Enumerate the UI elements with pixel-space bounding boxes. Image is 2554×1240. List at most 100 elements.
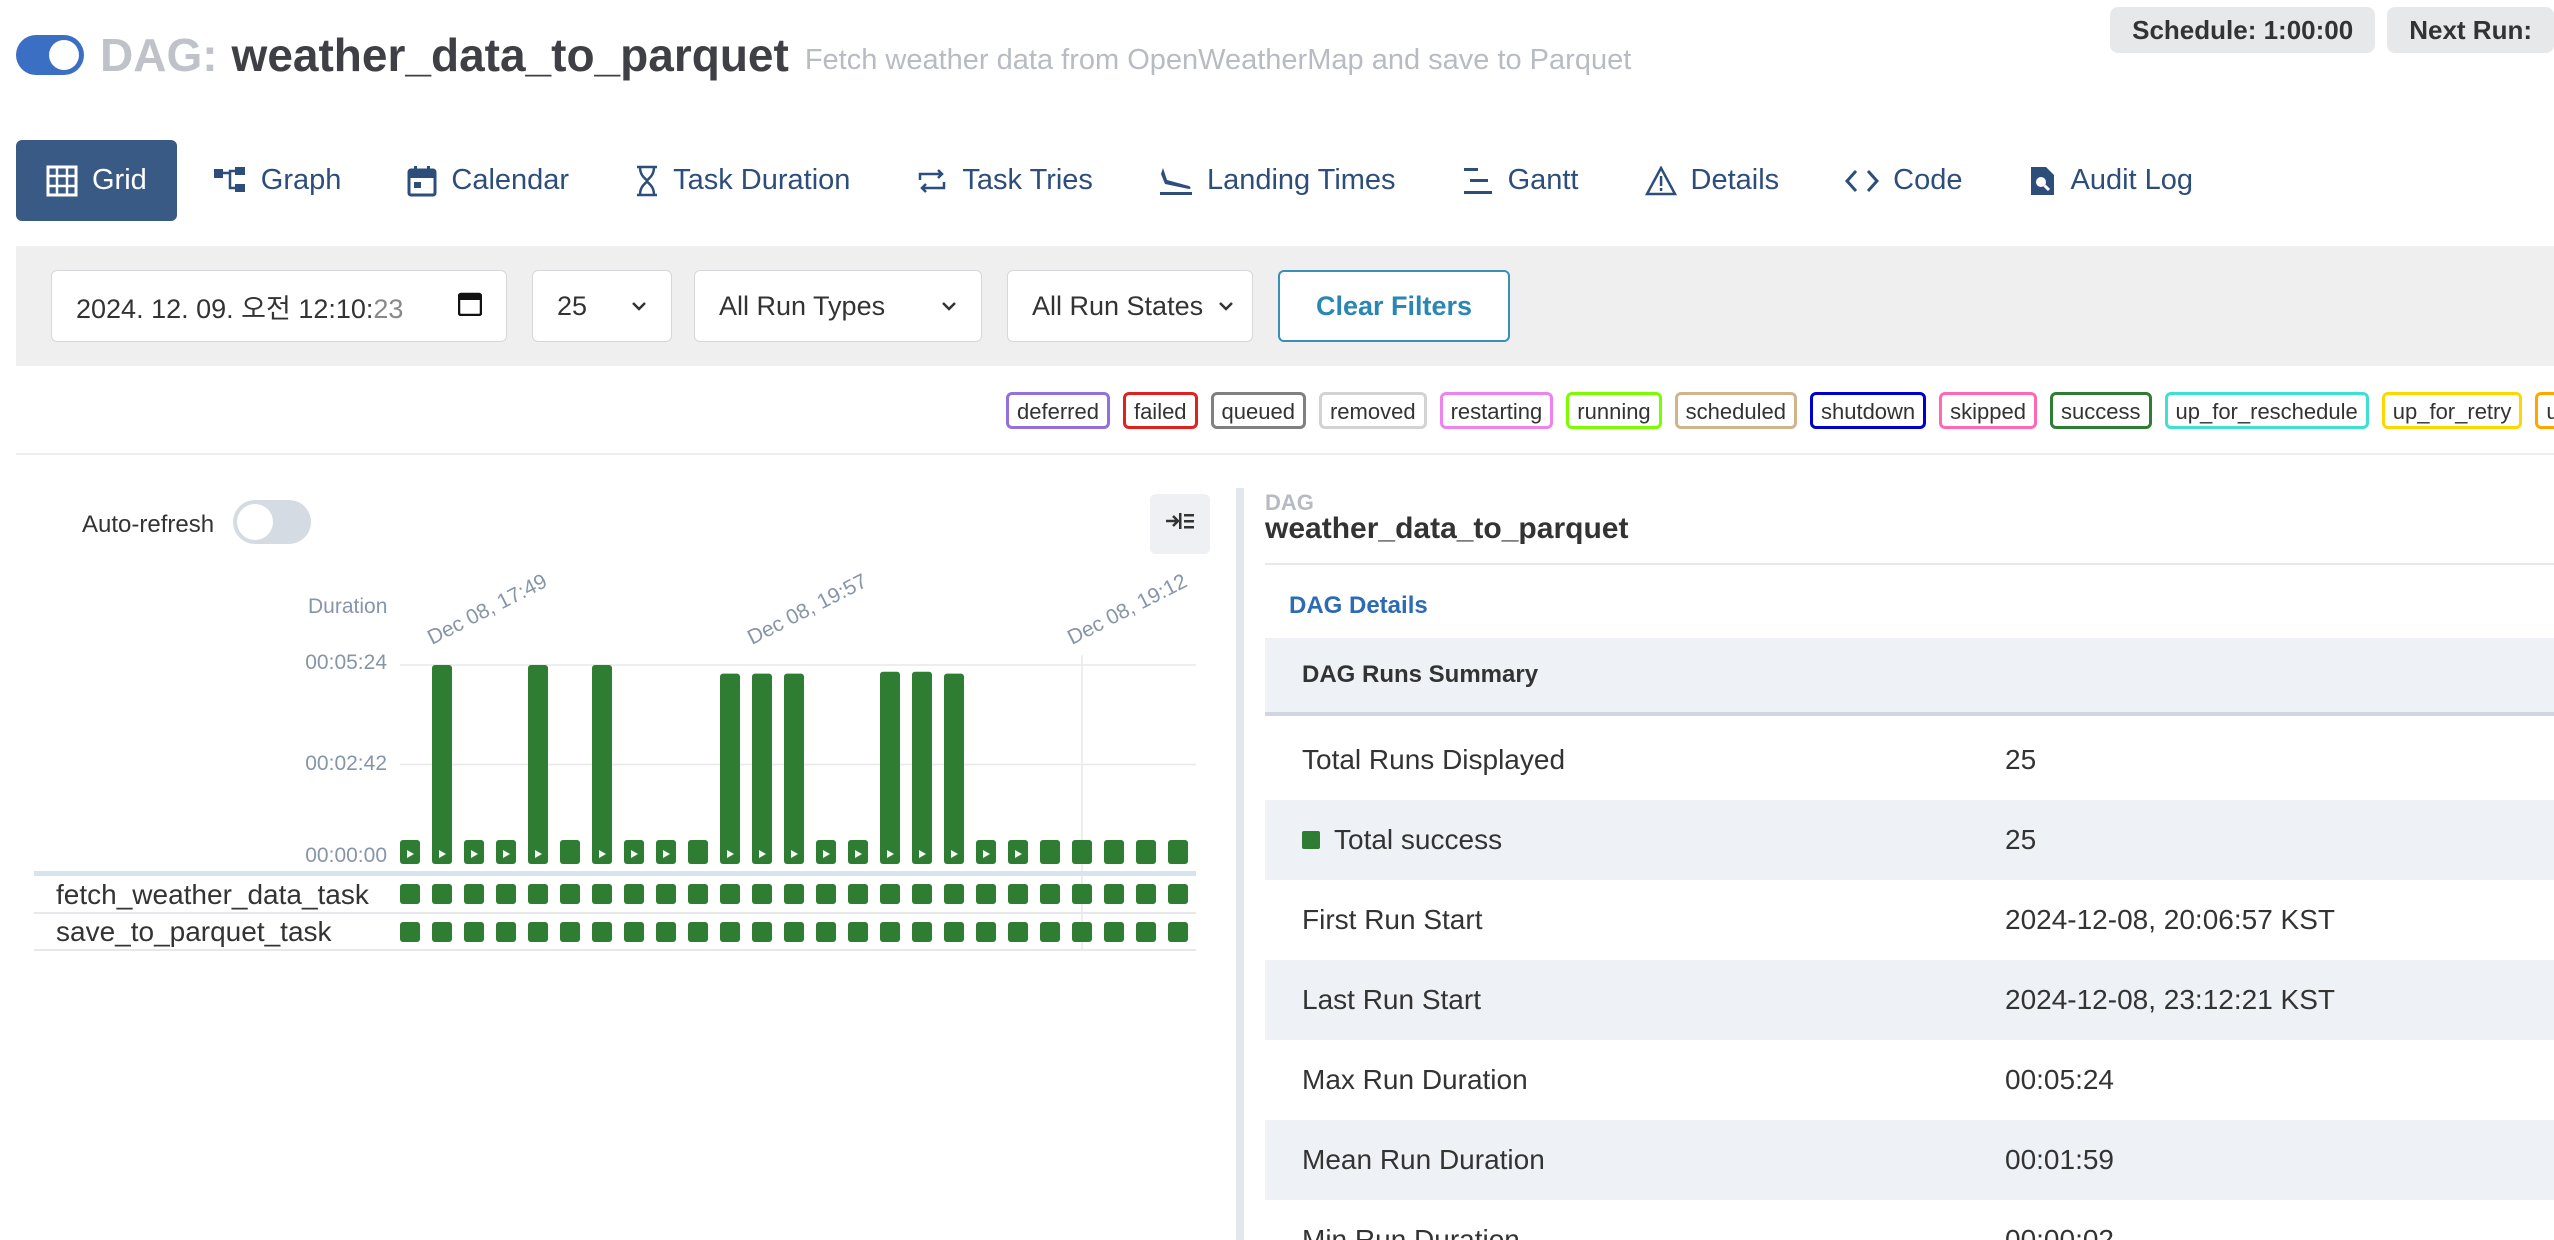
run-duration-bar[interactable] xyxy=(784,673,804,864)
task-instance-square[interactable] xyxy=(976,922,996,942)
tab-task-tries[interactable]: Task Tries xyxy=(886,140,1123,221)
task-instance-square[interactable] xyxy=(1072,922,1092,942)
legend-up-for-reschedule[interactable]: up_for_reschedule xyxy=(2164,392,2369,429)
task-instance-square[interactable] xyxy=(624,922,644,942)
legend-shutdown[interactable]: shutdown xyxy=(1809,392,1927,429)
legend-restarting[interactable]: restarting xyxy=(1439,392,1554,429)
auto-refresh-toggle[interactable] xyxy=(233,500,311,544)
task-instance-square[interactable] xyxy=(656,922,676,942)
task-instance-square[interactable] xyxy=(1040,884,1060,904)
run-duration-bar[interactable] xyxy=(688,840,708,864)
task-instance-square[interactable] xyxy=(1136,922,1156,942)
task-instance-square[interactable] xyxy=(784,884,804,904)
run-duration-bar[interactable] xyxy=(752,673,772,864)
task-instance-square[interactable] xyxy=(1168,922,1188,942)
tab-details[interactable]: Details xyxy=(1615,140,1810,221)
legend-queued[interactable]: queued xyxy=(1210,392,1306,429)
task-instance-square[interactable] xyxy=(752,884,772,904)
tab-landing-times[interactable]: Landing Times xyxy=(1129,140,1426,221)
legend-ups[interactable]: ups xyxy=(2535,392,2554,429)
task-instance-square[interactable] xyxy=(1104,884,1124,904)
tab-task-duration[interactable]: Task Duration xyxy=(605,140,880,221)
task-instance-square[interactable] xyxy=(912,884,932,904)
task-instance-square[interactable] xyxy=(720,922,740,942)
task-instance-square[interactable] xyxy=(528,884,548,904)
task-instance-square[interactable] xyxy=(1168,884,1188,904)
task-instance-square[interactable] xyxy=(1008,884,1028,904)
task-name-save[interactable]: save_to_parquet_task xyxy=(56,916,333,947)
legend-scheduled[interactable]: scheduled xyxy=(1674,392,1797,429)
task-instance-square[interactable] xyxy=(688,922,708,942)
task-instance-square[interactable] xyxy=(880,922,900,942)
run-duration-bar[interactable] xyxy=(1040,840,1060,864)
task-name-fetch[interactable]: fetch_weather_data_task xyxy=(56,879,370,910)
run-duration-bar[interactable] xyxy=(592,665,612,864)
task-instance-square[interactable] xyxy=(1040,922,1060,942)
task-instance-square[interactable] xyxy=(848,922,868,942)
dag-details-link[interactable]: DAG Details xyxy=(1289,592,1428,619)
task-instance-square[interactable] xyxy=(464,922,484,942)
run-duration-bar[interactable] xyxy=(1072,840,1092,864)
legend-skipped[interactable]: skipped xyxy=(1939,392,2038,429)
legend-failed[interactable]: failed xyxy=(1122,392,1198,429)
task-instance-square[interactable] xyxy=(528,922,548,942)
run-duration-bar[interactable] xyxy=(1136,840,1156,864)
run-duration-bar[interactable] xyxy=(944,673,964,864)
legend-removed[interactable]: removed xyxy=(1318,392,1427,429)
task-instance-square[interactable] xyxy=(496,884,516,904)
tab-grid[interactable]: Grid xyxy=(16,140,177,221)
collapse-details-button[interactable] xyxy=(1150,494,1210,554)
clear-filters-button[interactable]: Clear Filters xyxy=(1278,270,1510,342)
task-instance-square[interactable] xyxy=(432,922,452,942)
task-instance-square[interactable] xyxy=(464,884,484,904)
task-instance-square[interactable] xyxy=(1104,922,1124,942)
task-instance-square[interactable] xyxy=(560,922,580,942)
task-instance-square[interactable] xyxy=(592,922,612,942)
task-instance-square[interactable] xyxy=(656,884,676,904)
task-instance-square[interactable] xyxy=(944,922,964,942)
base-date-input[interactable]: 2024. 12. 09. 오전 12:10:23 xyxy=(51,270,507,342)
run-duration-bar[interactable] xyxy=(720,673,740,864)
legend-deferred[interactable]: deferred xyxy=(1006,392,1110,429)
run-duration-bar[interactable] xyxy=(1168,840,1188,864)
task-instance-square[interactable] xyxy=(816,922,836,942)
run-duration-bar[interactable] xyxy=(912,671,932,864)
task-instance-square[interactable] xyxy=(624,884,644,904)
task-instance-square[interactable] xyxy=(976,884,996,904)
task-instance-square[interactable] xyxy=(912,922,932,942)
task-instance-square[interactable] xyxy=(400,884,420,904)
task-instance-square[interactable] xyxy=(1008,922,1028,942)
tab-audit-log[interactable]: Audit Log xyxy=(1998,140,2223,221)
run-states-select[interactable]: All Run States xyxy=(1007,270,1253,342)
task-instance-square[interactable] xyxy=(752,922,772,942)
task-instance-square[interactable] xyxy=(880,884,900,904)
dag-pause-toggle[interactable] xyxy=(16,35,84,75)
task-instance-square[interactable] xyxy=(784,922,804,942)
task-instance-square[interactable] xyxy=(496,922,516,942)
task-instance-square[interactable] xyxy=(592,884,612,904)
legend-success[interactable]: success xyxy=(2050,392,2152,429)
panel-resize-handle[interactable] xyxy=(1236,488,1244,1240)
task-instance-square[interactable] xyxy=(1136,884,1156,904)
run-duration-bar[interactable] xyxy=(1104,840,1124,864)
tab-calendar[interactable]: Calendar xyxy=(377,140,599,221)
run-duration-bar[interactable] xyxy=(560,840,580,864)
tab-graph[interactable]: Graph xyxy=(183,140,372,221)
calendar-icon[interactable] xyxy=(457,290,483,323)
task-instance-square[interactable] xyxy=(848,884,868,904)
task-instance-square[interactable] xyxy=(720,884,740,904)
run-duration-bar[interactable] xyxy=(528,665,548,864)
task-instance-square[interactable] xyxy=(432,884,452,904)
run-duration-bar[interactable] xyxy=(432,665,452,864)
task-instance-square[interactable] xyxy=(816,884,836,904)
task-instance-square[interactable] xyxy=(944,884,964,904)
task-instance-square[interactable] xyxy=(688,884,708,904)
task-instance-square[interactable] xyxy=(560,884,580,904)
run-types-select[interactable]: All Run Types xyxy=(694,270,982,342)
tab-gantt[interactable]: Gantt xyxy=(1432,140,1609,221)
run-duration-bar[interactable] xyxy=(880,671,900,864)
tab-code[interactable]: Code xyxy=(1815,140,1992,221)
task-instance-square[interactable] xyxy=(1072,884,1092,904)
legend-up-for-retry[interactable]: up_for_retry xyxy=(2381,392,2523,429)
legend-running[interactable]: running xyxy=(1566,392,1662,429)
